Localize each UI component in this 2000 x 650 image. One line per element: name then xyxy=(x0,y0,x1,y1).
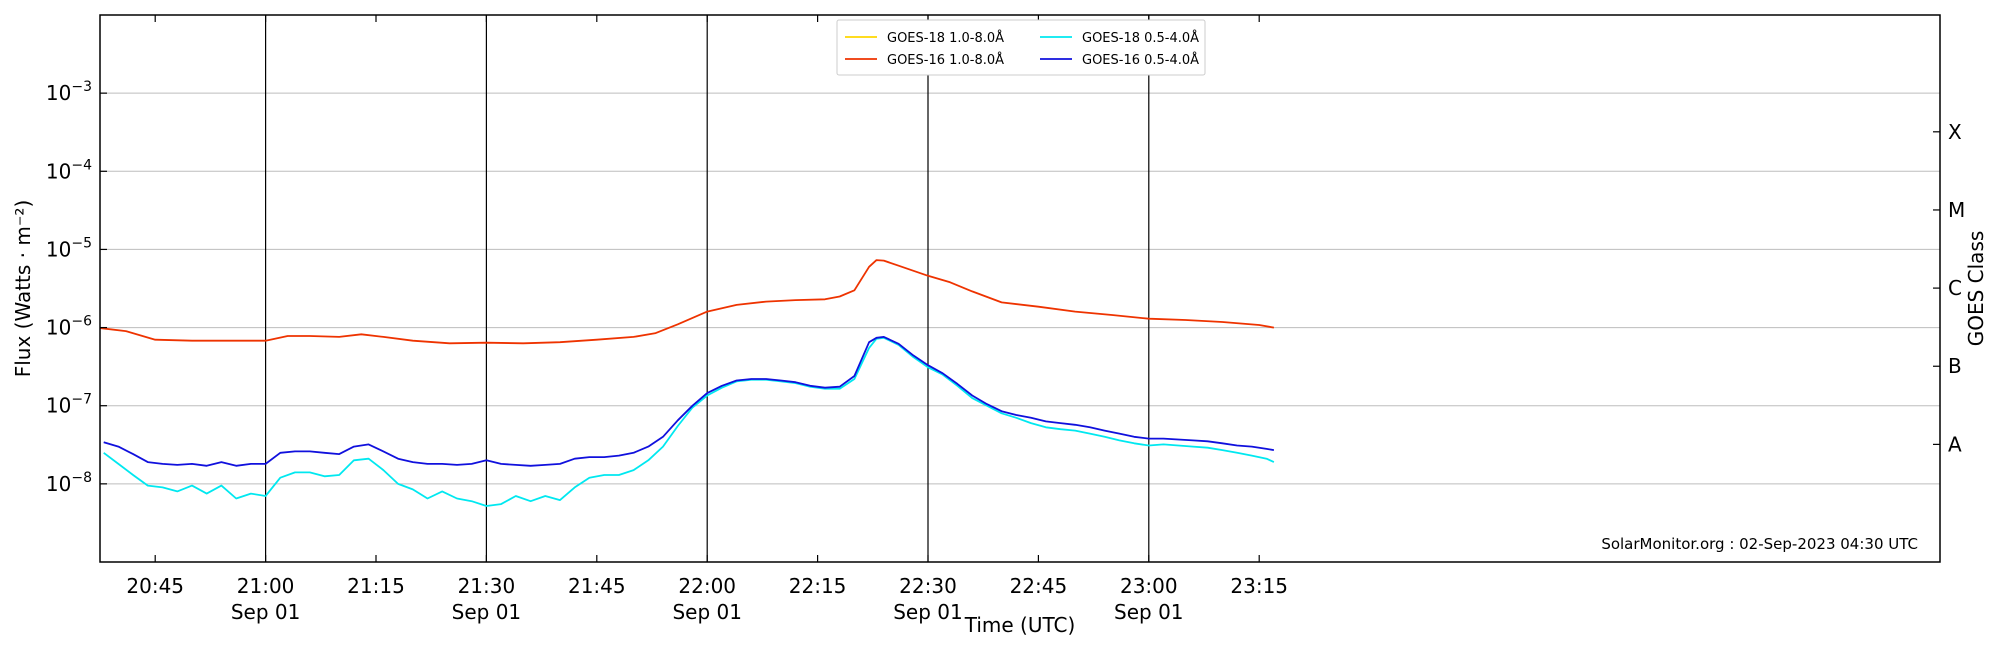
x-tick-label: 23:15 xyxy=(1230,574,1288,598)
y-tick-label: 10−5 xyxy=(46,235,92,261)
series-line xyxy=(100,259,1275,345)
series-lines xyxy=(100,259,1275,507)
x-tick-label: 21:00 xyxy=(237,574,295,598)
y-tick-label: 10−8 xyxy=(46,470,92,496)
x-tick-label: 21:45 xyxy=(568,574,626,598)
goes-class-label: B xyxy=(1948,354,1962,378)
goes-class-label: C xyxy=(1948,276,1962,300)
y-tick-label: 10−3 xyxy=(46,79,92,105)
x-tick-label: 23:00 xyxy=(1120,574,1178,598)
x-tick-label: 20:45 xyxy=(126,574,184,598)
x-tick-date-label: Sep 01 xyxy=(231,600,301,624)
x-tick-label: 22:30 xyxy=(899,574,957,598)
x-tick-label: 22:45 xyxy=(1010,574,1068,598)
x-tick-date-label: Sep 01 xyxy=(452,600,522,624)
x-axis-title: Time (UTC) xyxy=(964,613,1076,637)
goes-class-label: X xyxy=(1948,120,1962,144)
x-tick-date-label: Sep 01 xyxy=(672,600,742,624)
goes-class-label: M xyxy=(1948,198,1965,222)
y-axis-title: Flux (Watts · m⁻²) xyxy=(11,200,35,378)
goes-class-label: A xyxy=(1948,432,1962,456)
legend-label: GOES-16 1.0-8.0Å xyxy=(887,52,1004,68)
legend-label: GOES-16 0.5-4.0Å xyxy=(1082,52,1199,68)
x-tick-label: 22:00 xyxy=(678,574,736,598)
footer-credit: SolarMonitor.org : 02-Sep-2023 04:30 UTC xyxy=(1601,535,1918,553)
y-tick-label: 10−6 xyxy=(46,314,92,340)
x-tick-date-label: Sep 01 xyxy=(893,600,963,624)
legend-label: GOES-18 1.0-8.0Å xyxy=(887,30,1004,46)
date-marker-lines xyxy=(265,15,1150,562)
axis-ticks xyxy=(100,15,1940,562)
y-tick-label: 10−4 xyxy=(46,157,92,183)
legend-box xyxy=(836,19,1206,76)
y-tick-label: 10−7 xyxy=(46,392,92,418)
legend-label: GOES-18 0.5-4.0Å xyxy=(1082,30,1199,46)
goes-class-axis-title: GOES Class xyxy=(1964,231,1988,347)
series-line xyxy=(103,335,1275,467)
gridlines xyxy=(100,92,1940,485)
x-tick-date-label: Sep 01 xyxy=(1114,600,1184,624)
series-line xyxy=(103,336,1275,507)
x-tick-label: 22:15 xyxy=(789,574,847,598)
x-tick-label: 21:15 xyxy=(347,574,405,598)
x-tick-label: 21:30 xyxy=(458,574,516,598)
legend: GOES-18 1.0-8.0Å GOES-16 1.0-8.0Å GOES-18 … xyxy=(836,19,1206,76)
